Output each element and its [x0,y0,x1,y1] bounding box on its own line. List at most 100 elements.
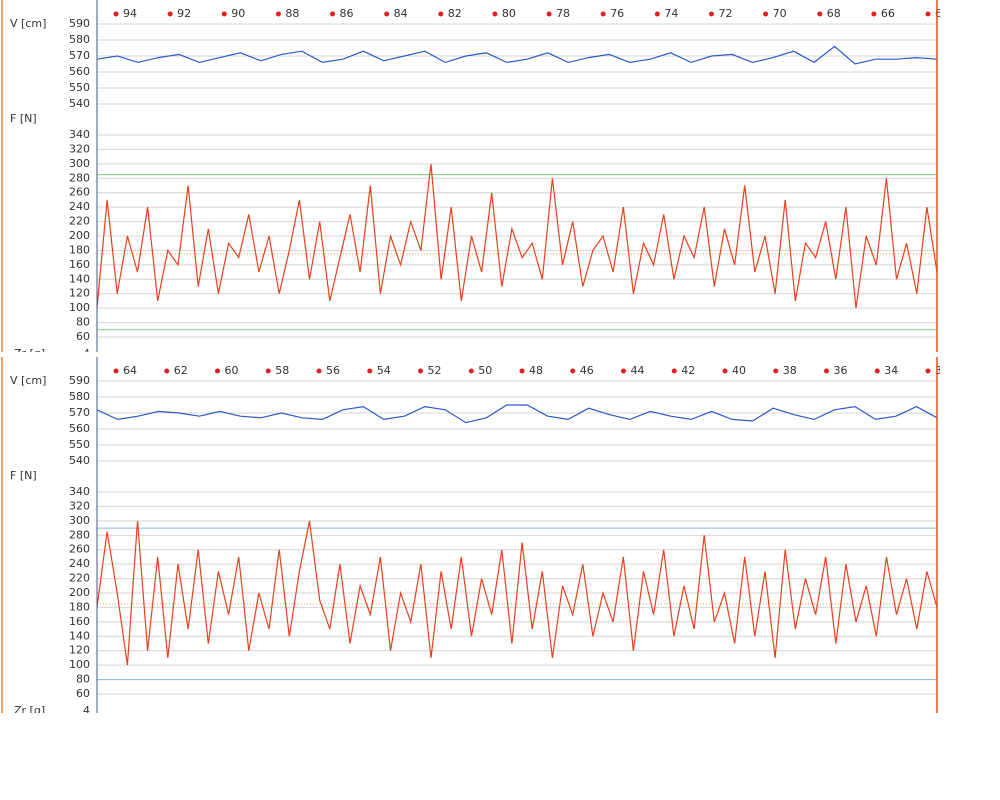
y2-tick-label: 340 [69,485,90,498]
top-label: 62 [174,364,188,377]
y-tick-label: 550 [69,81,90,94]
top-label: 60 [225,364,239,377]
y2-tick-label: 100 [69,658,90,671]
top-label: 40 [732,364,746,377]
top-label: 94 [123,7,137,20]
y2-tick-label: 280 [69,171,90,184]
y2-tick-label: 180 [69,243,90,256]
series-line [96,163,938,309]
f-axis-label: F [N] [10,469,37,482]
y-tick-label: 570 [69,49,90,62]
top-label: 78 [556,7,570,20]
marker-dot [418,368,423,374]
series-line [96,404,938,424]
marker-dot [275,11,281,17]
marker-dot [519,368,525,374]
y-tick-label: 570 [69,406,90,419]
top-label: 66 [881,7,895,20]
y-tick-label: 550 [69,438,90,451]
top-label: 48 [529,364,543,377]
marker-dot [817,11,823,17]
y2-tick-label: 280 [69,528,90,541]
panel-background [0,357,940,713]
y2-tick-label: 160 [69,258,90,271]
marker-dot [164,368,170,374]
marker-dot [113,368,119,374]
y2-tick-label: 160 [69,615,90,628]
top-label: 72 [718,7,732,20]
y2-tick-label: 240 [69,200,90,213]
y-tick-label: 580 [69,390,90,403]
y2-tick-label: 140 [69,272,90,285]
y-tick-label: 560 [69,422,90,435]
marker-dot [925,368,931,374]
top-label: 38 [783,364,797,377]
marker-dot [925,11,931,17]
top-label: 90 [231,7,245,20]
top-label: 44 [631,364,645,377]
y2-tick-label: 60 [76,687,90,700]
f-axis-label: F [N] [10,112,37,125]
y-tick-label: 590 [69,17,90,30]
top-label: 54 [377,364,391,377]
marker-dot [167,11,173,17]
y2-tick-label: 120 [69,644,90,657]
top-label: 68 [827,7,841,20]
y-tick-label: 540 [69,454,90,467]
marker-dot [492,11,498,17]
top-label: 82 [448,7,462,20]
z-tick-label: 4 [83,704,90,717]
top-label: 58 [275,364,289,377]
y-tick-label: 590 [69,374,90,387]
y2-tick-label: 320 [69,499,90,512]
z-tick-label: 4 [83,347,90,360]
z-axis-label: Zr [g] [14,704,45,717]
top-label: 76 [610,7,624,20]
top-label: 34 [884,364,898,377]
y-tick-label: 560 [69,65,90,78]
y2-tick-label: 100 [69,301,90,314]
y2-tick-label: 80 [76,673,90,686]
marker-dot [722,368,728,374]
top-label: 56 [326,364,340,377]
y2-tick-label: 180 [69,600,90,613]
marker-dot [546,11,552,17]
y2-tick-label: 260 [69,186,90,199]
marker-dot [874,368,880,374]
marker-dot [708,11,714,17]
top-label: 88 [285,7,299,20]
marker-dot [570,368,576,374]
y2-tick-label: 80 [76,316,90,329]
top-label: 74 [664,7,678,20]
marker-dot [221,11,227,17]
marker-dot [600,11,606,17]
top-label: 46 [580,364,594,377]
marker-dot [763,11,769,17]
top-label: 36 [834,364,848,377]
y2-tick-label: 200 [69,586,90,599]
top-label: 80 [502,7,516,20]
y-tick-label: 540 [69,97,90,110]
marker-dot [330,11,336,17]
top-label: 50 [478,364,492,377]
marker-dot [468,368,474,374]
z-axis-label: Zr [g] [14,347,45,360]
y2-tick-label: 340 [69,128,90,141]
y2-tick-label: 220 [69,215,90,228]
y2-tick-label: 300 [69,514,90,527]
top-label: 84 [394,7,408,20]
v-axis-label: V [cm] [10,374,46,387]
marker-dot [384,11,390,17]
marker-dot [438,11,444,17]
marker-dot [215,368,220,374]
top-label: 70 [773,7,787,20]
y2-tick-label: 60 [76,330,90,343]
marker-dot [621,368,626,374]
y2-tick-label: 120 [69,287,90,300]
marker-dot [773,368,779,374]
marker-dot [316,368,322,374]
top-label: 86 [340,7,354,20]
